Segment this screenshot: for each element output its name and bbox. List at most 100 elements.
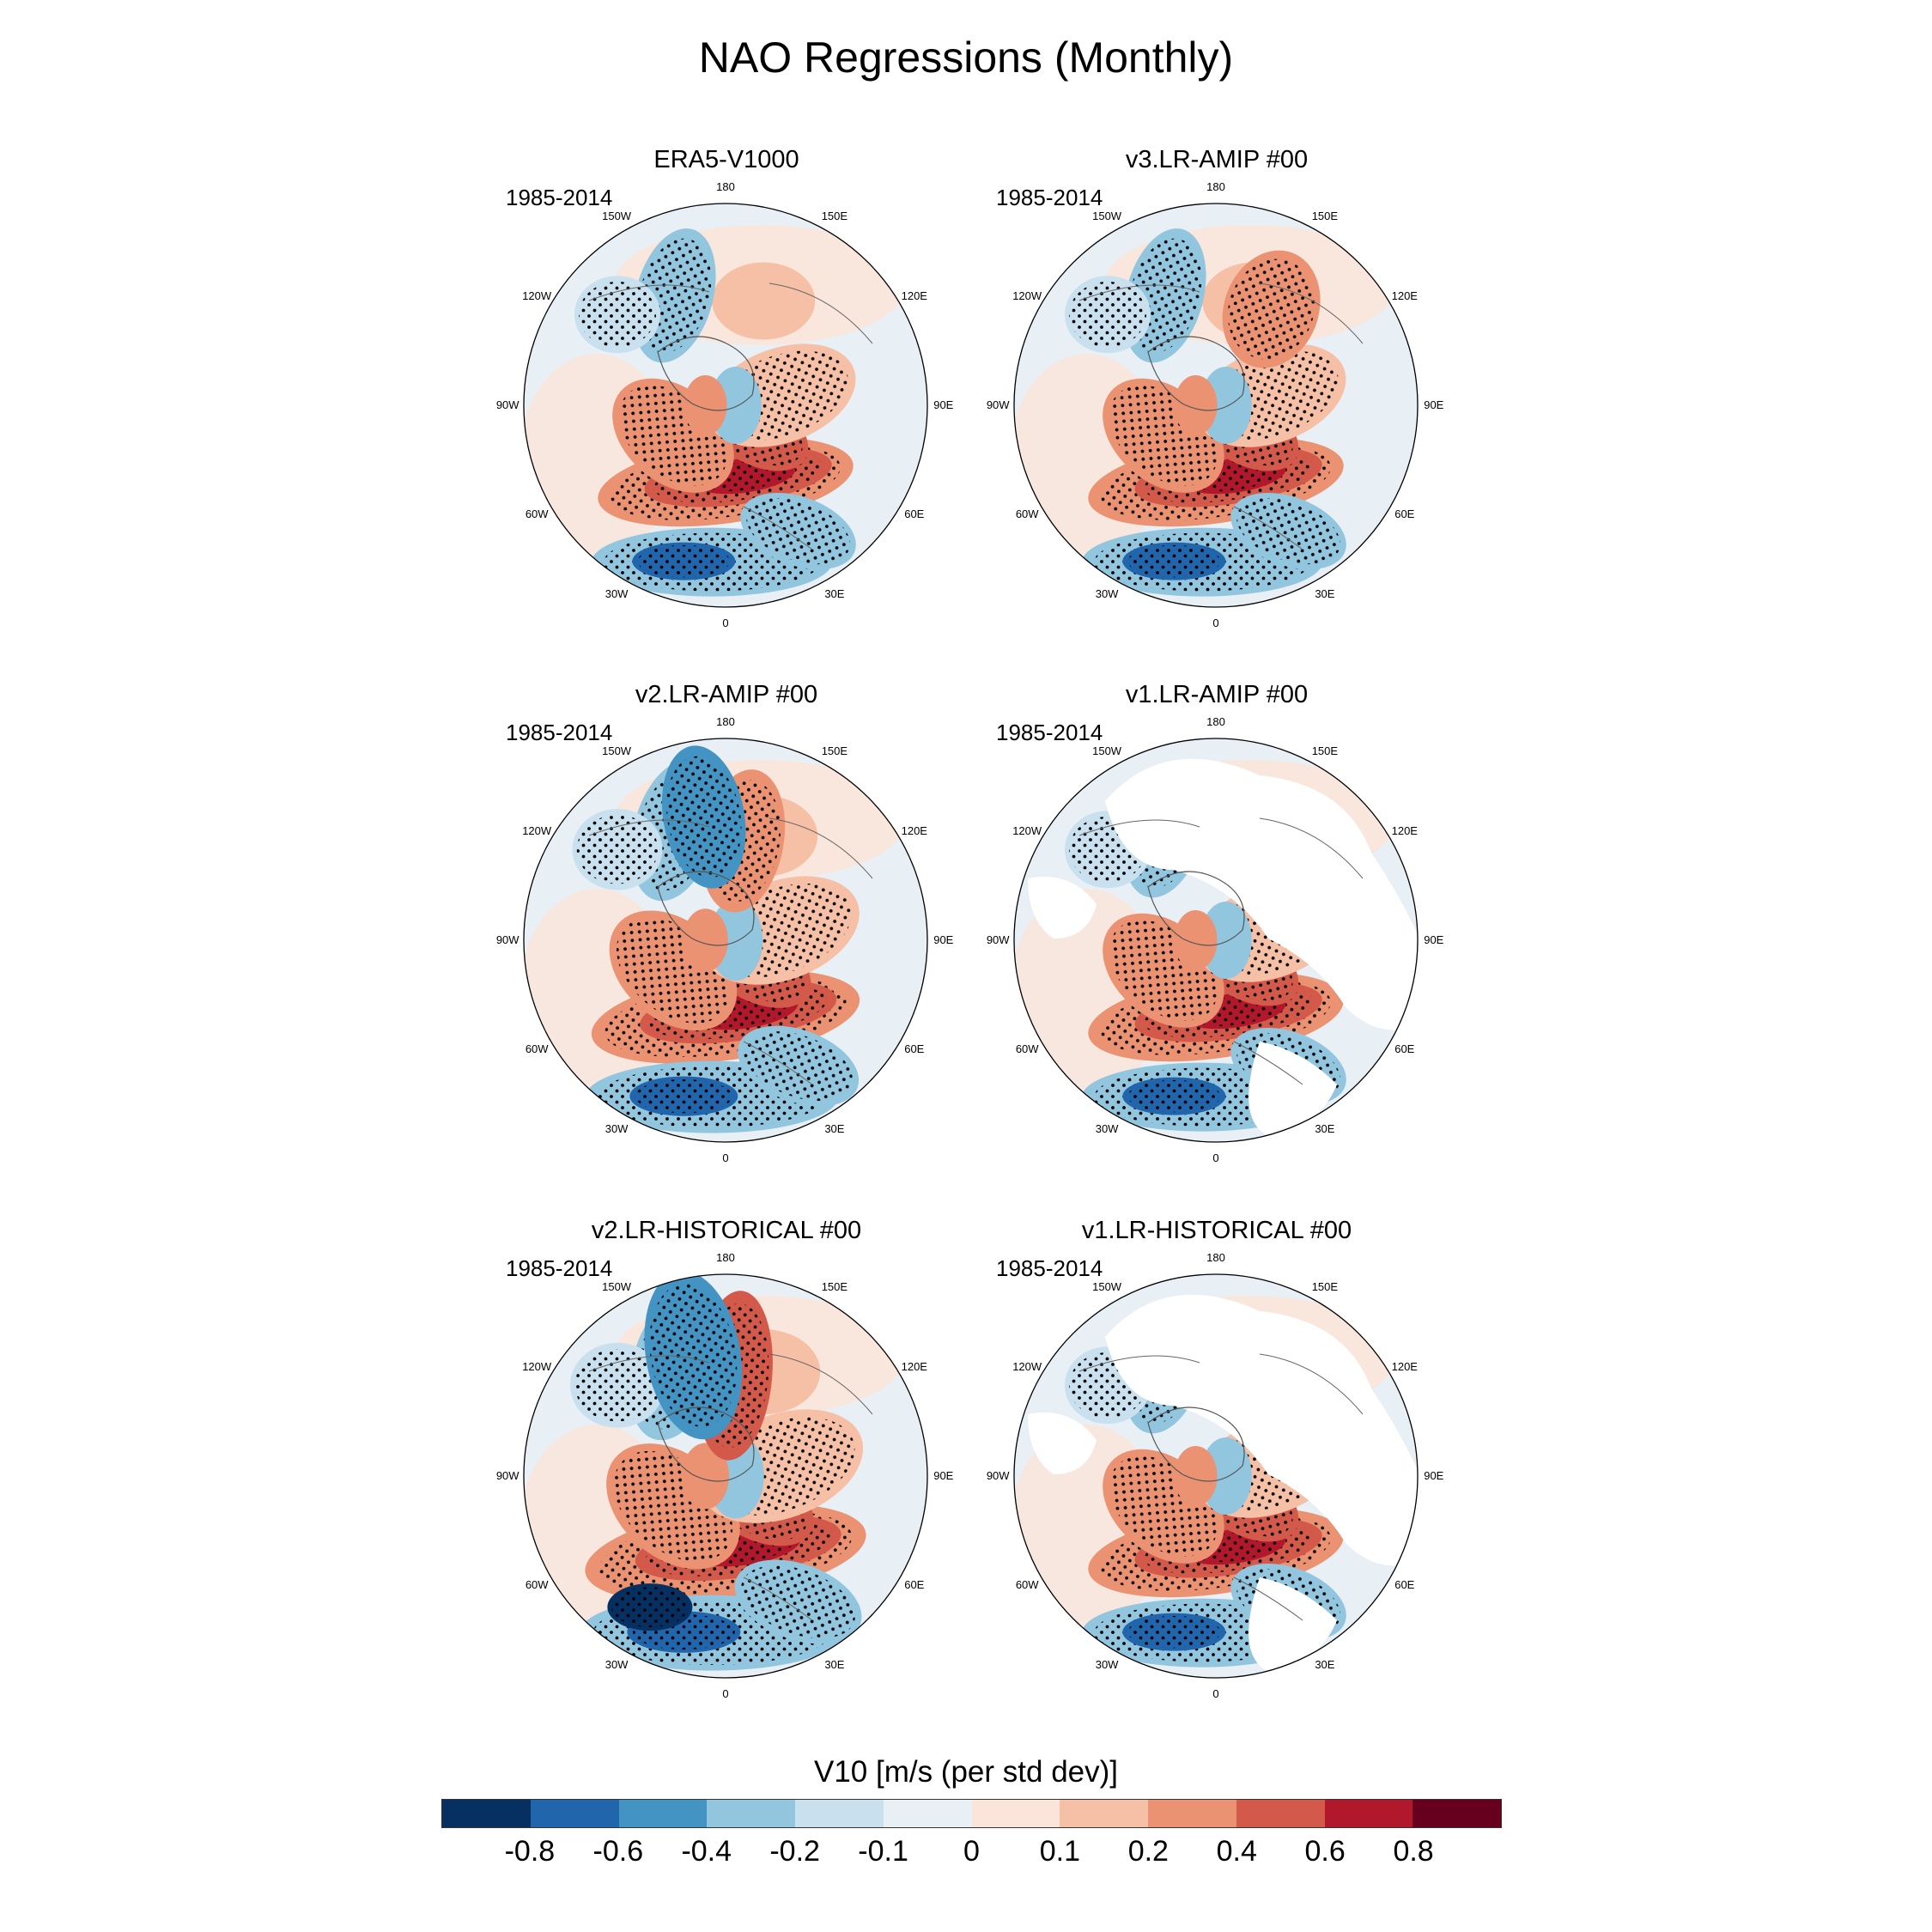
map-panel-v1-lr-amip: v1.LR-AMIP #00 1985-2014 180 150E 120E 90E 6… (976, 681, 1457, 1179)
colorbar-swatch (1324, 1800, 1413, 1827)
colorbar-swatch (618, 1800, 708, 1827)
longitude-label: 60E (1394, 1042, 1414, 1055)
polar-map: 180 150E 120E 90E 60E 30E 0 30W 60W 90W 120W 150W (496, 180, 954, 629)
colorbar-swatch (707, 1800, 795, 1827)
longitude-label: 150W (602, 1280, 632, 1293)
missing-data-mask (1028, 758, 1418, 1136)
polar-map: 180 150E 120E 90E 60E 30E 0 30W 60W 90W 120W 150W (496, 715, 954, 1164)
anomaly-region (1200, 902, 1252, 979)
longitude-label: 90E (933, 933, 953, 946)
panel-period: 1985-2014 (996, 1255, 1103, 1281)
longitude-label: 30E (824, 1122, 844, 1135)
colorbar-tick-label: -0.6 (592, 1835, 644, 1868)
longitude-label: 120E (1392, 824, 1419, 837)
longitude-label: 60E (904, 507, 924, 520)
longitude-label: 90W (496, 398, 519, 411)
longitude-label: 60W (526, 1578, 549, 1591)
panel-title: v1.LR-HISTORICAL #00 (1081, 1217, 1352, 1244)
panel-title: v2.LR-HISTORICAL #00 (591, 1217, 862, 1244)
longitude-label: 30E (824, 1658, 844, 1671)
colorbar-tick-label: 0.4 (1216, 1835, 1257, 1868)
map-boundary (523, 738, 928, 1143)
longitude-label: 150W (602, 210, 632, 222)
colorbar-swatch (1060, 1800, 1148, 1827)
map-panel-era5: ERA5-V1000 1985-2014 180 150E 120E 90E 60E 30… (486, 146, 967, 644)
longitude-label: 120W (522, 824, 552, 837)
longitude-label: 60W (1016, 1578, 1039, 1591)
longitude-label: 30W (1096, 587, 1119, 600)
longitude-label: 60E (1394, 507, 1414, 520)
longitude-label: 60E (904, 1042, 924, 1055)
longitude-label: 180 (1206, 715, 1225, 728)
longitude-label: 120E (902, 1360, 928, 1373)
longitude-label: 30E (1315, 1122, 1334, 1135)
longitude-label: 150E (1312, 744, 1339, 757)
anomaly-region (683, 908, 728, 972)
colorbar-tick-label: -0.8 (504, 1835, 556, 1868)
colorbar-swatch (442, 1800, 531, 1827)
colorbar-tick-label: 0.6 (1304, 1835, 1346, 1868)
longitude-label: 180 (716, 1251, 735, 1264)
longitude-label: 30E (1315, 587, 1334, 600)
map-boundary (1013, 203, 1419, 608)
polar-map: 180 150E 120E 90E 60E 30E 0 30W 60W 90W 120W 150W (987, 180, 1444, 629)
longitude-label: 30W (605, 1658, 629, 1671)
longitude-label: 0 (1212, 1151, 1218, 1164)
panel-period: 1985-2014 (996, 720, 1103, 745)
longitude-label: 180 (1206, 1251, 1225, 1264)
longitude-label: 90W (987, 933, 1010, 946)
colorbar-swatch (530, 1800, 619, 1827)
map-boundary (523, 203, 928, 608)
colorbar-swatch (971, 1800, 1060, 1827)
longitude-label: 60W (526, 507, 549, 520)
colorbar-tick-label: 0.2 (1127, 1835, 1169, 1868)
colorbar-tick-label: -0.1 (858, 1835, 908, 1868)
longitude-label: 30E (1315, 1658, 1334, 1671)
longitude-label: 150W (1092, 744, 1122, 757)
anomaly-region (1174, 375, 1218, 435)
longitude-label: 60W (1016, 507, 1039, 520)
longitude-label: 90E (1424, 398, 1443, 411)
longitude-label: 30W (605, 587, 629, 600)
longitude-label: 0 (1212, 1687, 1218, 1700)
longitude-label: 120W (1012, 1360, 1042, 1373)
longitude-label: 0 (722, 1151, 728, 1164)
longitude-label: 120W (522, 289, 552, 302)
missing-data-mask (1028, 1294, 1418, 1672)
longitude-label: 0 (722, 617, 728, 629)
map-panel-v2-lr-historical: v2.LR-HISTORICAL #00 1985-2014 180 150E 12… (486, 1217, 967, 1715)
anomaly-region (683, 375, 727, 435)
anomaly-region (1174, 910, 1218, 970)
longitude-label: 180 (716, 180, 735, 193)
panel-title: v1.LR-AMIP #00 (1125, 681, 1309, 708)
map-boundary (523, 1273, 928, 1679)
longitude-label: 150W (1092, 1280, 1122, 1293)
longitude-label: 150E (822, 210, 848, 222)
longitude-label: 0 (722, 1687, 728, 1700)
longitude-label: 30W (1096, 1122, 1119, 1135)
longitude-label: 60E (1394, 1578, 1414, 1591)
colorbar-tick-label: -0.4 (681, 1835, 732, 1868)
anomaly-region (712, 262, 816, 340)
map-panel-v2-lr-amip: v2.LR-AMIP #00 1985-2014 180 150E 120E 90E 6… (486, 681, 967, 1179)
longitude-label: 180 (1206, 180, 1225, 193)
longitude-label: 90W (987, 398, 1010, 411)
longitude-label: 60W (1016, 1042, 1039, 1055)
polar-map: 180 150E 120E 90E 60E 30E 0 30W 60W 90W 120W 150W (496, 1251, 954, 1700)
colorbar-tick-label: 0 (963, 1835, 980, 1868)
longitude-label: 150W (1092, 210, 1122, 222)
longitude-label: 90E (933, 1469, 953, 1482)
anomaly-region (1200, 367, 1252, 444)
longitude-label: 90E (933, 398, 953, 411)
longitude-label: 120W (1012, 824, 1042, 837)
longitude-label: 90W (496, 933, 519, 946)
longitude-label: 120E (1392, 289, 1419, 302)
longitude-label: 120W (522, 1360, 552, 1373)
longitude-label: 150E (1312, 210, 1339, 222)
colorbar-swatch (883, 1800, 972, 1827)
map-panel-v3-lr-amip: v3.LR-AMIP #00 1985-2014 180 150E 120E 90E 6… (976, 146, 1457, 644)
longitude-label: 60E (904, 1578, 924, 1591)
map-boundary (1013, 1273, 1419, 1679)
anomaly-region (1174, 1446, 1218, 1506)
map-boundary (1013, 738, 1419, 1143)
